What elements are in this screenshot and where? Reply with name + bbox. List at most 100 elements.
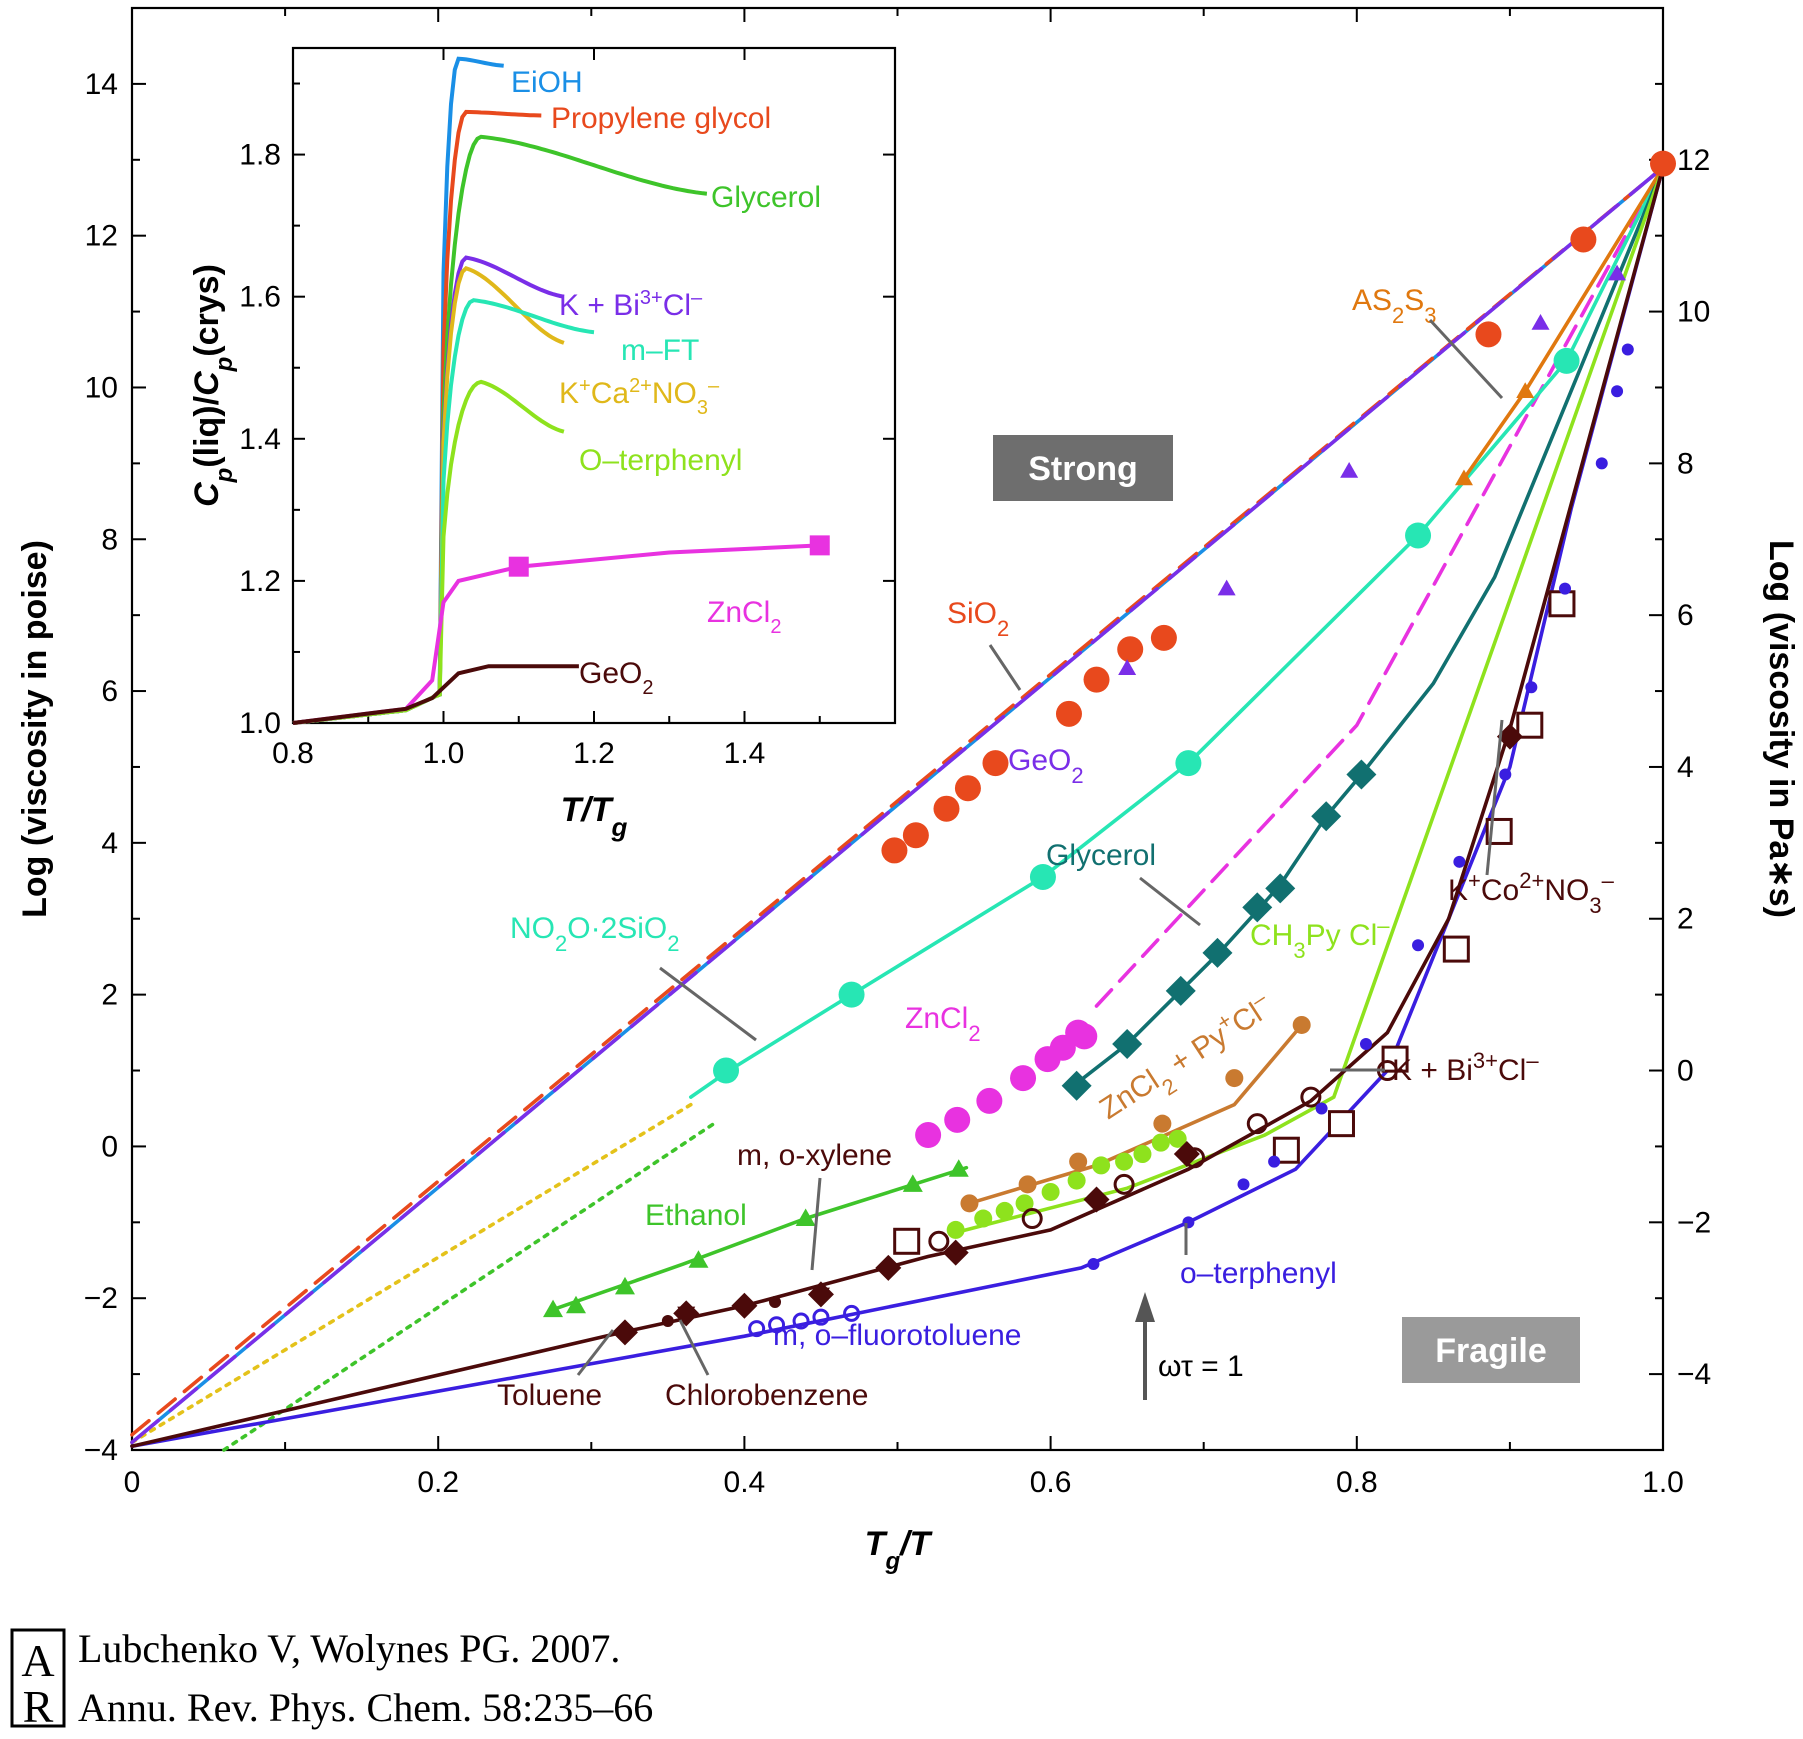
- y-tick-label: 4: [101, 827, 118, 860]
- marker-AS₂S₃: [1516, 382, 1535, 399]
- leader-KCoNO3: [1485, 719, 1504, 876]
- label-Ethanol: Ethanol: [645, 1199, 747, 1232]
- y-tick-label: 14: [85, 68, 118, 101]
- marker-NO₂O·2SiO₂: [1405, 522, 1432, 549]
- marker-K + Bi³⁺Cl⁻: [1021, 1208, 1043, 1230]
- y-right-tick-label: 10: [1677, 296, 1710, 329]
- marker-ZnCl₂ + Py⁺Cl⁻: [1292, 1015, 1311, 1034]
- x-axis-title: Tg/T: [865, 1525, 934, 1575]
- label-AS2S3: AS2S3: [1352, 284, 1437, 328]
- y-tick-label: 6: [101, 675, 118, 708]
- marker-NO₂O·2SiO₂: [838, 981, 865, 1008]
- marker-ZnCl₂: [976, 1087, 1003, 1114]
- marker-o-terphenyl: [1237, 1178, 1250, 1191]
- marker-SiO₂: [1475, 321, 1502, 348]
- inset-x-tick-label: 1.0: [423, 737, 465, 770]
- marker-o-terphenyl: [1182, 1216, 1195, 1229]
- inset-label-KBiCl: K + Bi3+Cl–: [559, 287, 703, 322]
- marker-o-terphenyl: [1595, 457, 1608, 470]
- series-line-Ethanol: [551, 1165, 969, 1312]
- label-ZnCl2-PyCl: ZnCl2 + Py+Cl–: [1090, 984, 1284, 1134]
- marker-m, o-xylene: [811, 1287, 830, 1304]
- inset-y-tick-label: 1.2: [239, 565, 281, 598]
- y-right-tick-label: 0: [1677, 1055, 1694, 1088]
- marker-SiO₂: [1150, 624, 1177, 651]
- marker-o-terphenyl: [1453, 855, 1466, 868]
- marker-Glycerol: [1202, 937, 1233, 968]
- fragile-box: [1402, 1317, 1580, 1383]
- marker-CH₃Py Cl⁻: [1092, 1156, 1111, 1175]
- label-CH3PyCl: CH3Py Cl–: [1250, 913, 1390, 963]
- marker-m, o-fluorotoluene: [792, 1312, 810, 1330]
- marker-Ethanol: [795, 1208, 816, 1227]
- marker-m, o-xylene: [942, 1239, 969, 1266]
- marker-K⁺Co²⁺NO₃⁻: [1327, 1110, 1355, 1138]
- label-NO2O-2SiO2: NO2O·2SiO2: [510, 912, 680, 956]
- marker-K + Bi³⁺Cl⁻: [1113, 1173, 1135, 1195]
- strong-box: [993, 435, 1173, 501]
- marker-o-terphenyl: [1412, 939, 1425, 952]
- leader-m-o-xylene: [810, 1177, 822, 1271]
- marker-ZnCl₂: [1071, 1023, 1098, 1050]
- marker-m, o-xylene: [875, 1254, 902, 1281]
- label-o-terphenyl: o–terphenyl: [1180, 1257, 1337, 1290]
- y-tick-label: 0: [101, 1130, 118, 1163]
- marker-K + Bi³⁺Cl⁻: [1246, 1113, 1268, 1135]
- series-line-ZnCl₂ + Py⁺Cl⁻: [967, 1023, 1304, 1206]
- marker-ZnCl₂ + Py⁺Cl⁻: [1018, 1175, 1037, 1194]
- marker-CH₃Py Cl⁻: [1168, 1129, 1187, 1148]
- marker-GeO₂: [1217, 579, 1236, 596]
- marker-Ethanol: [948, 1159, 969, 1177]
- marker-CH₃Py Cl⁻: [1015, 1194, 1034, 1213]
- label-KBiCl: K + Bi3+Cl–: [1392, 1048, 1539, 1088]
- marker-CH₃Py Cl⁻: [974, 1209, 993, 1228]
- leader-SiO2: [988, 644, 1022, 691]
- x-tick-label: 0.8: [1336, 1466, 1378, 1499]
- inset-curve-GeO2: [292, 664, 579, 725]
- marker-K⁺Co²⁺NO₃⁻: [893, 1227, 921, 1255]
- marker-o-terphenyl: [1559, 582, 1572, 595]
- marker-SiO₂: [881, 837, 908, 864]
- marker-Ethanol: [543, 1299, 564, 1318]
- marker-Chlorobenzene: [769, 1296, 782, 1309]
- marker-o-terphenyl: [1525, 681, 1538, 694]
- marker-NO₂O·2SiO₂: [1175, 750, 1202, 777]
- y-tick-label: −2: [84, 1282, 118, 1315]
- citation-line-1: Lubchenko V, Wolynes PG. 2007.: [78, 1626, 621, 1671]
- marker-Ethanol: [902, 1174, 923, 1192]
- y-right-axis-title: Log (viscosity in Pa∗s): [1762, 540, 1800, 918]
- marker-Glycerol: [1346, 759, 1377, 790]
- marker-CH₃Py Cl⁻: [1133, 1145, 1152, 1164]
- marker-SiO₂: [1083, 666, 1110, 693]
- marker-m, o-fluorotoluene: [768, 1316, 786, 1334]
- marker-Glycerol: [1061, 1070, 1092, 1101]
- inset-y-axis-title: Cp(liq)/Cp(crys): [188, 264, 238, 507]
- inset-frame: [291, 46, 897, 725]
- marker-m, o-xylene: [1173, 1141, 1200, 1168]
- y-tick-label: 8: [101, 523, 118, 556]
- marker-GeO₂: [1608, 264, 1627, 281]
- marker-SiO₂: [954, 775, 981, 802]
- marker-CH₃Py Cl⁻: [1151, 1133, 1170, 1152]
- marker-ZnCl₂ + Py⁺Cl⁻: [1153, 1114, 1172, 1133]
- marker-Glycerol: [1265, 873, 1296, 904]
- y-axis-title: Log (viscosity in poise): [16, 540, 54, 918]
- marker-CH₃Py Cl⁻: [995, 1201, 1014, 1220]
- marker-m, o-fluorotoluene: [812, 1308, 830, 1326]
- marker-ZnCl₂: [915, 1122, 942, 1149]
- series-line-green-dotted: [222, 1121, 716, 1452]
- label-m-o-xylene: m, o-xylene: [737, 1139, 892, 1172]
- inset-x-tick-label: 1.2: [573, 737, 615, 770]
- inset-marker-ZnCl2: [508, 556, 529, 577]
- marker-SiO₂: [982, 750, 1009, 777]
- marker-Glycerol: [1165, 975, 1196, 1006]
- y-tick-label: 12: [85, 220, 118, 253]
- leader-NO2O-2SiO2: [659, 966, 757, 1042]
- marker-SiO₂: [1055, 700, 1082, 727]
- label-Toluene: Toluene: [497, 1379, 602, 1412]
- marker-m, o-xylene: [611, 1319, 638, 1346]
- x-tick-label: 1.0: [1642, 1466, 1684, 1499]
- marker-m, o-fluorotoluene: [843, 1304, 861, 1322]
- y-right-tick-label: −4: [1677, 1358, 1711, 1391]
